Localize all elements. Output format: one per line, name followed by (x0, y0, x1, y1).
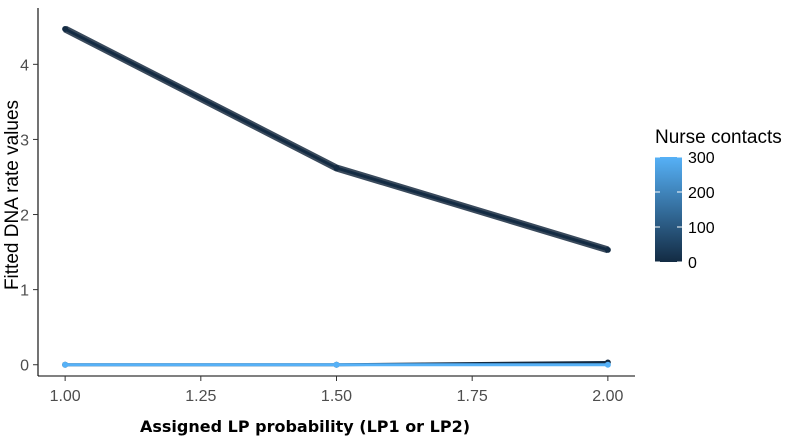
x-tick-label: 1.25 (185, 388, 216, 405)
y-tick-label: 3 (20, 132, 29, 149)
legend: Nurse contacts 0 100 200 300 (655, 127, 782, 272)
data-point (604, 246, 611, 253)
colorbar (655, 157, 682, 262)
y-tick-label: 4 (20, 57, 29, 74)
x-tick-label: 1.00 (50, 388, 81, 405)
x-tick-label: 1.75 (457, 388, 488, 405)
series-line (64, 27, 609, 252)
colorbar-tick-label: 100 (688, 220, 715, 237)
data-lines (62, 25, 611, 368)
data-point (62, 361, 69, 368)
legend-title: Nurse contacts (655, 127, 782, 148)
series-line-band (63, 25, 609, 254)
y-tick-label: 0 (20, 358, 29, 375)
x-axis-title: Assigned LP probability (LP1 or LP2) (140, 417, 470, 436)
colorbar-tick-label: 0 (688, 255, 697, 272)
colorbar-ticks: 0 100 200 300 (655, 150, 715, 272)
data-point (62, 26, 69, 33)
data-point (604, 361, 611, 368)
x-tick-label: 1.50 (321, 388, 352, 405)
y-tick-label: 2 (20, 208, 29, 225)
colorbar-tick-label: 300 (688, 150, 715, 167)
x-tick-label: 2.00 (592, 388, 623, 405)
data-point (333, 164, 340, 171)
colorbar-tick-label: 200 (688, 185, 715, 202)
data-point (333, 361, 340, 368)
y-axis-title: Fitted DNA rate values (2, 100, 23, 290)
y-tick-label: 1 (20, 283, 29, 300)
axes: 0 1 2 3 4 1.00 1.25 1.50 1.75 2.00 (20, 8, 635, 405)
